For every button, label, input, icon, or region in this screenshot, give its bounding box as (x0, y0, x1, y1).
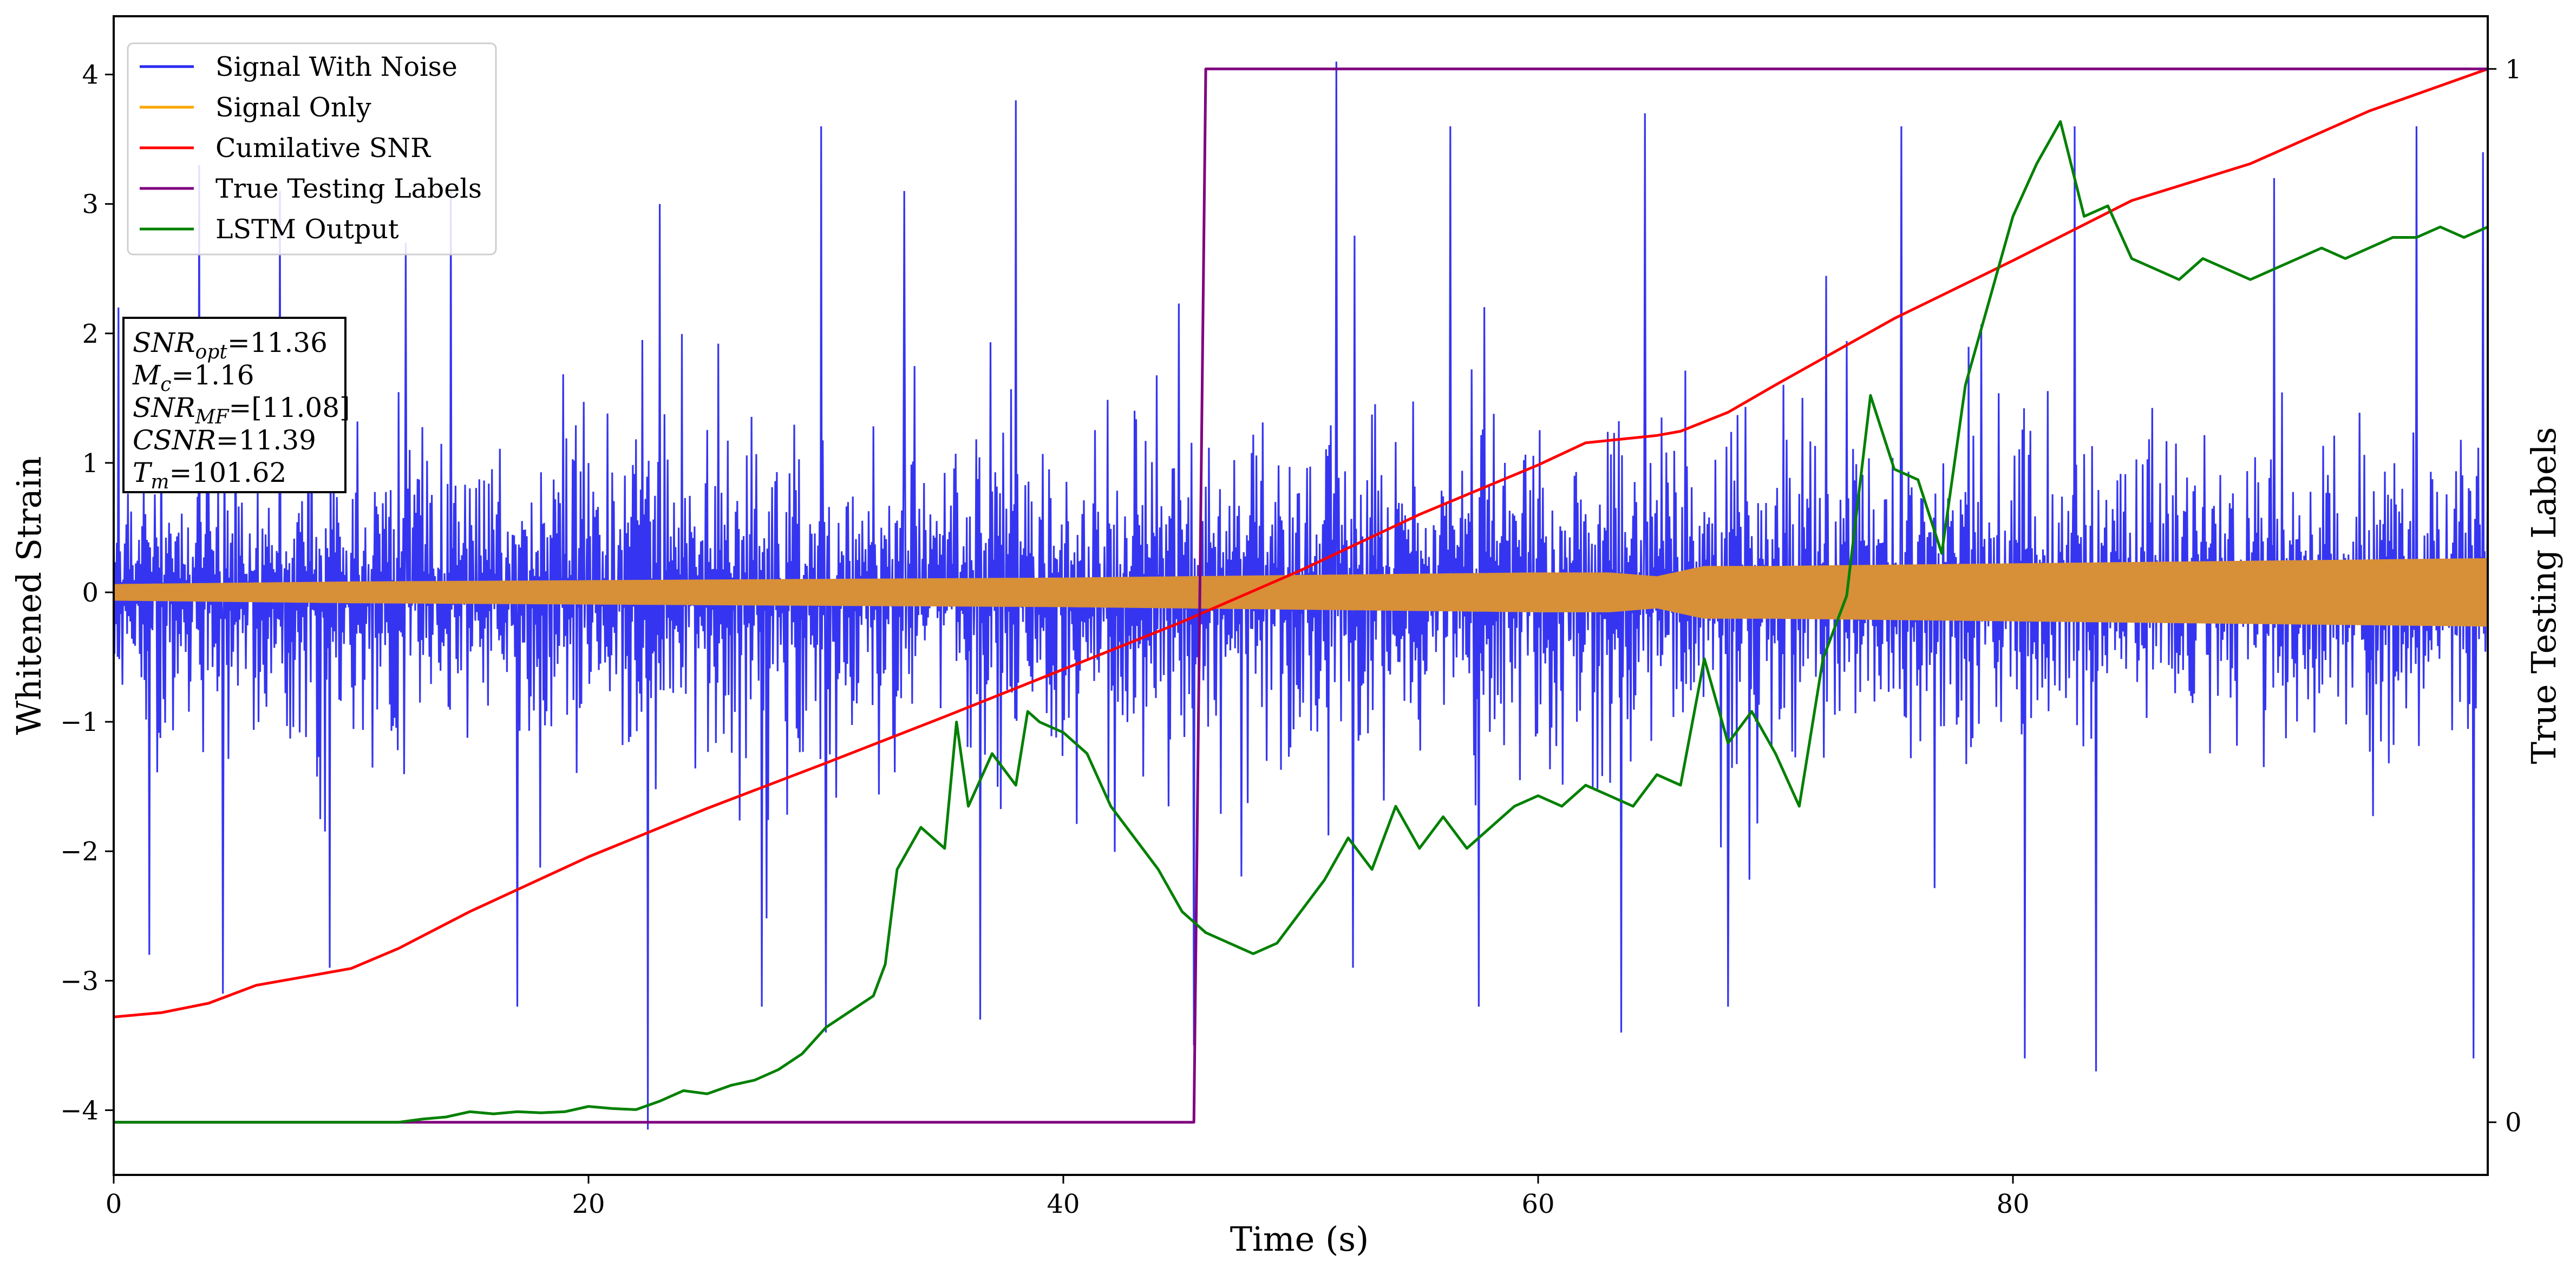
y-tick-label: 4 (82, 60, 99, 90)
y-tick-label: 2 (82, 319, 99, 349)
y-tick-label: 1 (82, 448, 99, 479)
y-tick-label: −2 (60, 837, 99, 867)
legend-label: True Testing Labels (215, 173, 482, 204)
y-tick-label: −4 (60, 1095, 99, 1126)
legend-label: Signal Only (215, 92, 371, 123)
x-tick-label: 60 (1521, 1189, 1554, 1219)
legend-label: Signal With Noise (215, 51, 457, 82)
legend: Signal With Noise Signal Only Cumilative S… (127, 42, 497, 256)
plot-frame (113, 15, 2489, 1176)
y-tick-label: −3 (60, 966, 99, 996)
x-tick-label: 20 (572, 1189, 605, 1219)
y-axis-title: Whitened Strain (9, 456, 49, 735)
series-signal-only (114, 558, 2488, 627)
plot-area (114, 61, 2488, 1130)
series-true-testing-labels (114, 67, 2488, 1124)
legend-label: Cumilative SNR (215, 133, 431, 164)
y2-tick-label: 1 (2505, 54, 2522, 84)
x-tick-label: 0 (106, 1189, 122, 1219)
y-tick-label: −1 (60, 707, 99, 737)
series-lstm-output (114, 120, 2488, 1124)
y2-axis-title: True Testing Labels (2524, 427, 2564, 765)
legend-label: LSTM Output (215, 214, 399, 245)
info-box-frame (122, 317, 346, 493)
y-tick-label: 3 (82, 190, 99, 220)
info-line-snr-opt: SNRopt=11.36 (133, 327, 328, 363)
legend-box (127, 42, 497, 256)
info-line-csnr: CSNR=11.39 (133, 424, 316, 456)
info-line-mc: Mc=1.16 (132, 360, 254, 396)
series-cumulative-snr (114, 67, 2488, 1018)
info-line-snr-mf: SNRMF=[11.08] (133, 392, 350, 428)
y2-tick-label: 0 (2505, 1108, 2522, 1138)
x-axis-title: Time (s) (1230, 1219, 1369, 1259)
info-line-tm: Tm=101.62 (133, 457, 286, 493)
x-tick-label: 40 (1047, 1189, 1080, 1219)
y-tick-label: 0 (82, 578, 99, 608)
x-tick-label: 80 (1996, 1189, 2029, 1219)
info-box: SNRopt=11.36Mc=1.16SNRMF=[11.08]CSNR=11.… (122, 317, 350, 493)
